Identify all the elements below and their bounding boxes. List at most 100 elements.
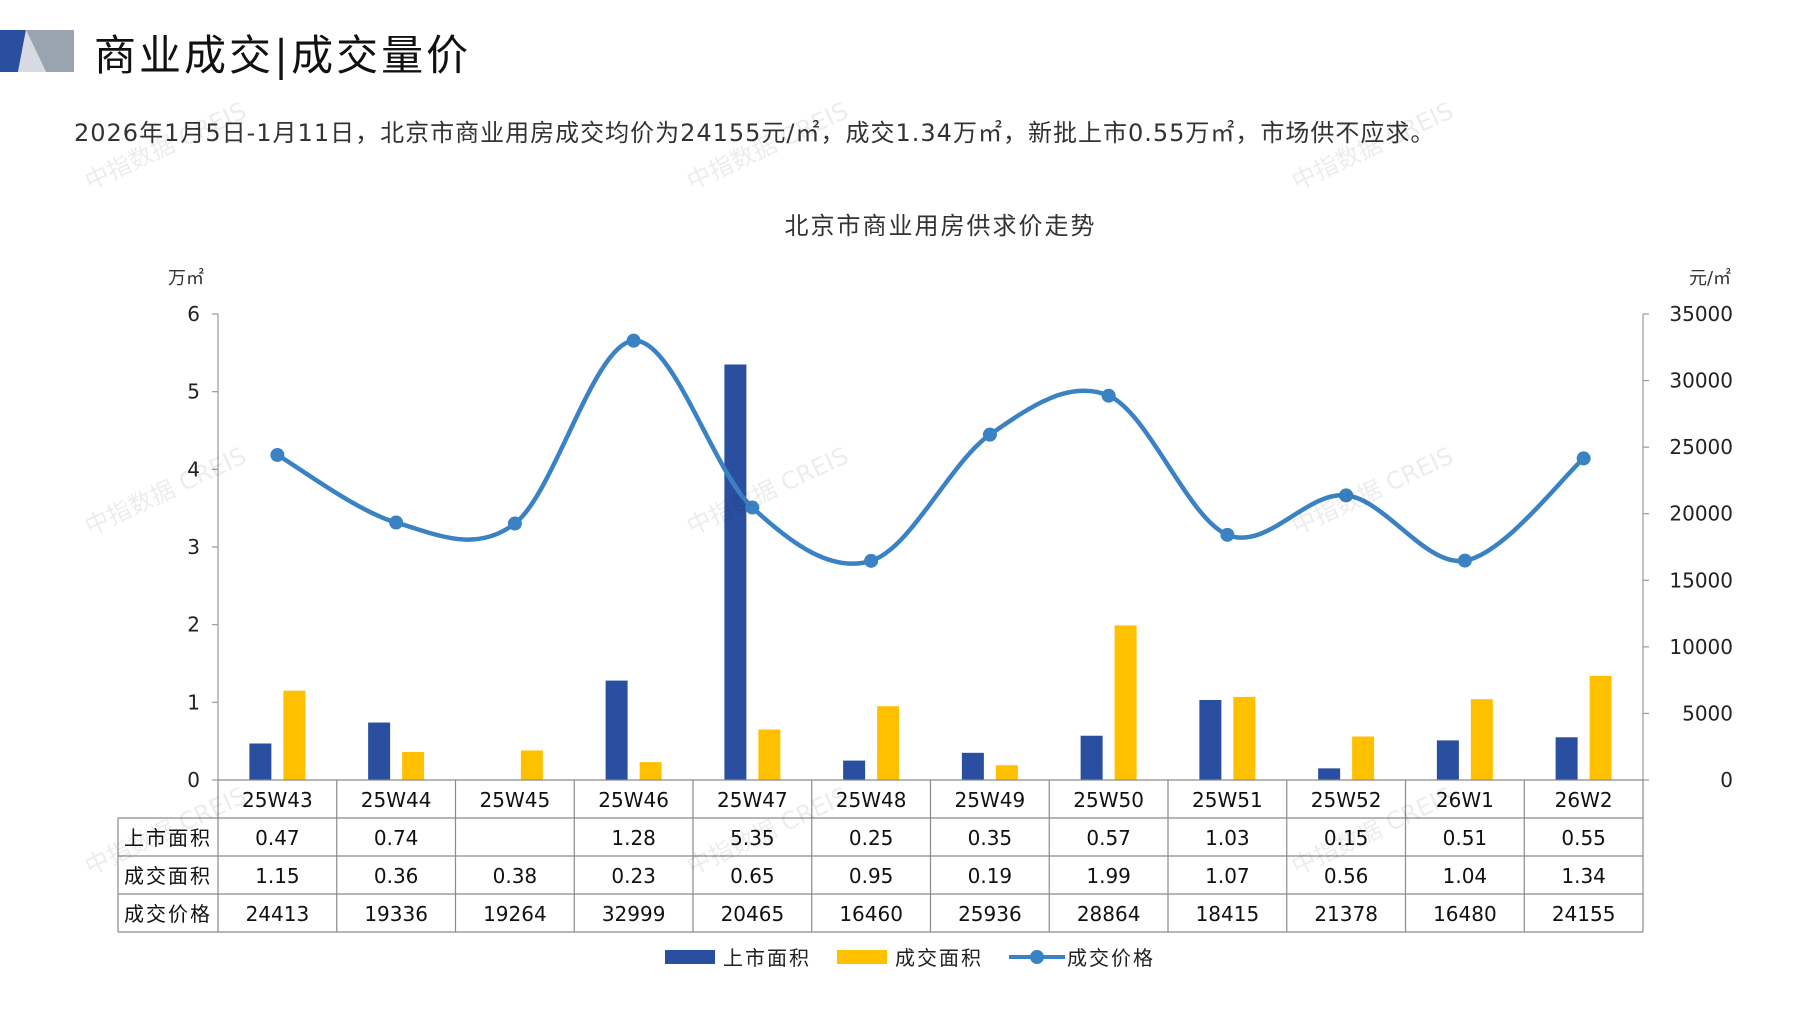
table-value: 1.07 (1205, 864, 1250, 888)
bar-supply-area (724, 364, 747, 780)
bar-supply-area (843, 760, 866, 780)
table-value: 20465 (721, 902, 785, 926)
category-label: 25W45 (480, 788, 551, 812)
right-axis-unit: 元/㎡ (1689, 267, 1731, 289)
table-value: 24155 (1552, 902, 1616, 926)
table-value: 0.23 (611, 864, 656, 888)
table-value: 0.25 (849, 826, 894, 850)
price-point (1457, 553, 1472, 568)
legend-label: 成交价格 (1067, 946, 1155, 970)
table-value: 24413 (246, 902, 310, 926)
table-value: 0.15 (1324, 826, 1369, 850)
left-tick-label: 5 (187, 380, 200, 404)
table-value: 16460 (839, 902, 903, 926)
category-label: 25W47 (717, 788, 788, 812)
table-value: 0.38 (493, 864, 538, 888)
table-value: 0.74 (374, 826, 419, 850)
bar-supply-area (1436, 740, 1459, 780)
table-value: 18415 (1196, 902, 1260, 926)
right-tick-label: 0 (1720, 768, 1733, 792)
bar-deal-area (1233, 696, 1256, 780)
legend-line-marker (1030, 950, 1044, 964)
table-row-header: 成交面积 (124, 864, 212, 888)
table-value: 0.95 (849, 864, 894, 888)
bar-supply-area (368, 722, 391, 780)
price-point (864, 553, 879, 568)
right-tick-label: 10000 (1669, 635, 1733, 659)
right-tick-label: 30000 (1669, 369, 1733, 393)
legend-label: 成交面积 (895, 946, 983, 970)
category-label: 25W49 (955, 788, 1026, 812)
bar-deal-area (1589, 675, 1612, 780)
table-value: 5.35 (730, 826, 775, 850)
bar-deal-area (995, 765, 1018, 780)
category-label: 26W2 (1555, 788, 1613, 812)
price-line (276, 338, 1586, 566)
category-label: 25W52 (1311, 788, 1382, 812)
bar-deal-area (1114, 625, 1137, 780)
price-point (270, 447, 285, 462)
price-point (1220, 527, 1235, 542)
summary-text: 2026年1月5日-1月11日，北京市商业用房成交均价为24155元/㎡，成交1… (74, 119, 1436, 147)
bar-supply-area (961, 752, 984, 780)
table-value: 1.15 (255, 864, 300, 888)
price-point (1101, 388, 1116, 403)
price-point (389, 515, 404, 530)
table-value: 0.47 (255, 826, 300, 850)
category-label: 25W48 (836, 788, 907, 812)
bar-deal-area (402, 752, 425, 780)
bar-deal-area (283, 690, 306, 780)
left-tick-label: 0 (187, 768, 200, 792)
bar-deal-area (877, 706, 900, 780)
table-value: 1.03 (1205, 826, 1250, 850)
table-value: 19336 (364, 902, 428, 926)
table-value: 0.56 (1324, 864, 1369, 888)
table-value: 1.04 (1443, 864, 1488, 888)
right-tick-label: 15000 (1669, 568, 1733, 592)
price-point (1339, 488, 1354, 503)
table-value: 19264 (483, 902, 547, 926)
chart-title: 北京市商业用房供求价走势 (785, 212, 1097, 240)
table-value: 0.35 (968, 826, 1013, 850)
left-axis-unit: 万㎡ (168, 267, 204, 289)
bar-deal-area (1352, 736, 1375, 780)
left-tick-label: 3 (187, 535, 200, 559)
bar-supply-area (605, 680, 628, 780)
page-title: 商业成交|成交量价 (94, 31, 472, 80)
left-tick-label: 4 (187, 457, 200, 481)
legend-label: 上市面积 (723, 946, 811, 970)
table-value: 0.36 (374, 864, 419, 888)
table-value: 32999 (602, 902, 666, 926)
price-point (626, 333, 641, 348)
bar-supply-area (1080, 735, 1103, 780)
bar-supply-area (1318, 768, 1341, 780)
right-tick-label: 35000 (1669, 302, 1733, 326)
table-value: 0.55 (1561, 826, 1606, 850)
left-tick-label: 6 (187, 302, 200, 326)
category-label: 26W1 (1436, 788, 1494, 812)
right-tick-label: 25000 (1669, 435, 1733, 459)
bar-supply-area (1555, 737, 1578, 780)
price-point (507, 516, 522, 531)
logo-mark (0, 30, 74, 72)
table-value: 0.57 (1086, 826, 1131, 850)
legend-swatch (665, 950, 715, 964)
table-value: 1.34 (1561, 864, 1606, 888)
table-value: 28864 (1077, 902, 1141, 926)
category-label: 25W46 (598, 788, 669, 812)
category-label: 25W50 (1073, 788, 1144, 812)
table-row-header: 上市面积 (124, 826, 212, 850)
table-value: 16480 (1433, 902, 1497, 926)
price-point (982, 427, 997, 442)
left-tick-label: 2 (187, 613, 200, 637)
price-point (745, 500, 760, 515)
bar-supply-area (249, 743, 272, 780)
bar-supply-area (1199, 700, 1222, 780)
category-label: 25W43 (242, 788, 313, 812)
left-tick-label: 1 (187, 690, 200, 714)
table-value: 0.65 (730, 864, 775, 888)
right-tick-label: 20000 (1669, 502, 1733, 526)
price-point (1576, 451, 1591, 466)
legend-swatch (837, 950, 887, 964)
